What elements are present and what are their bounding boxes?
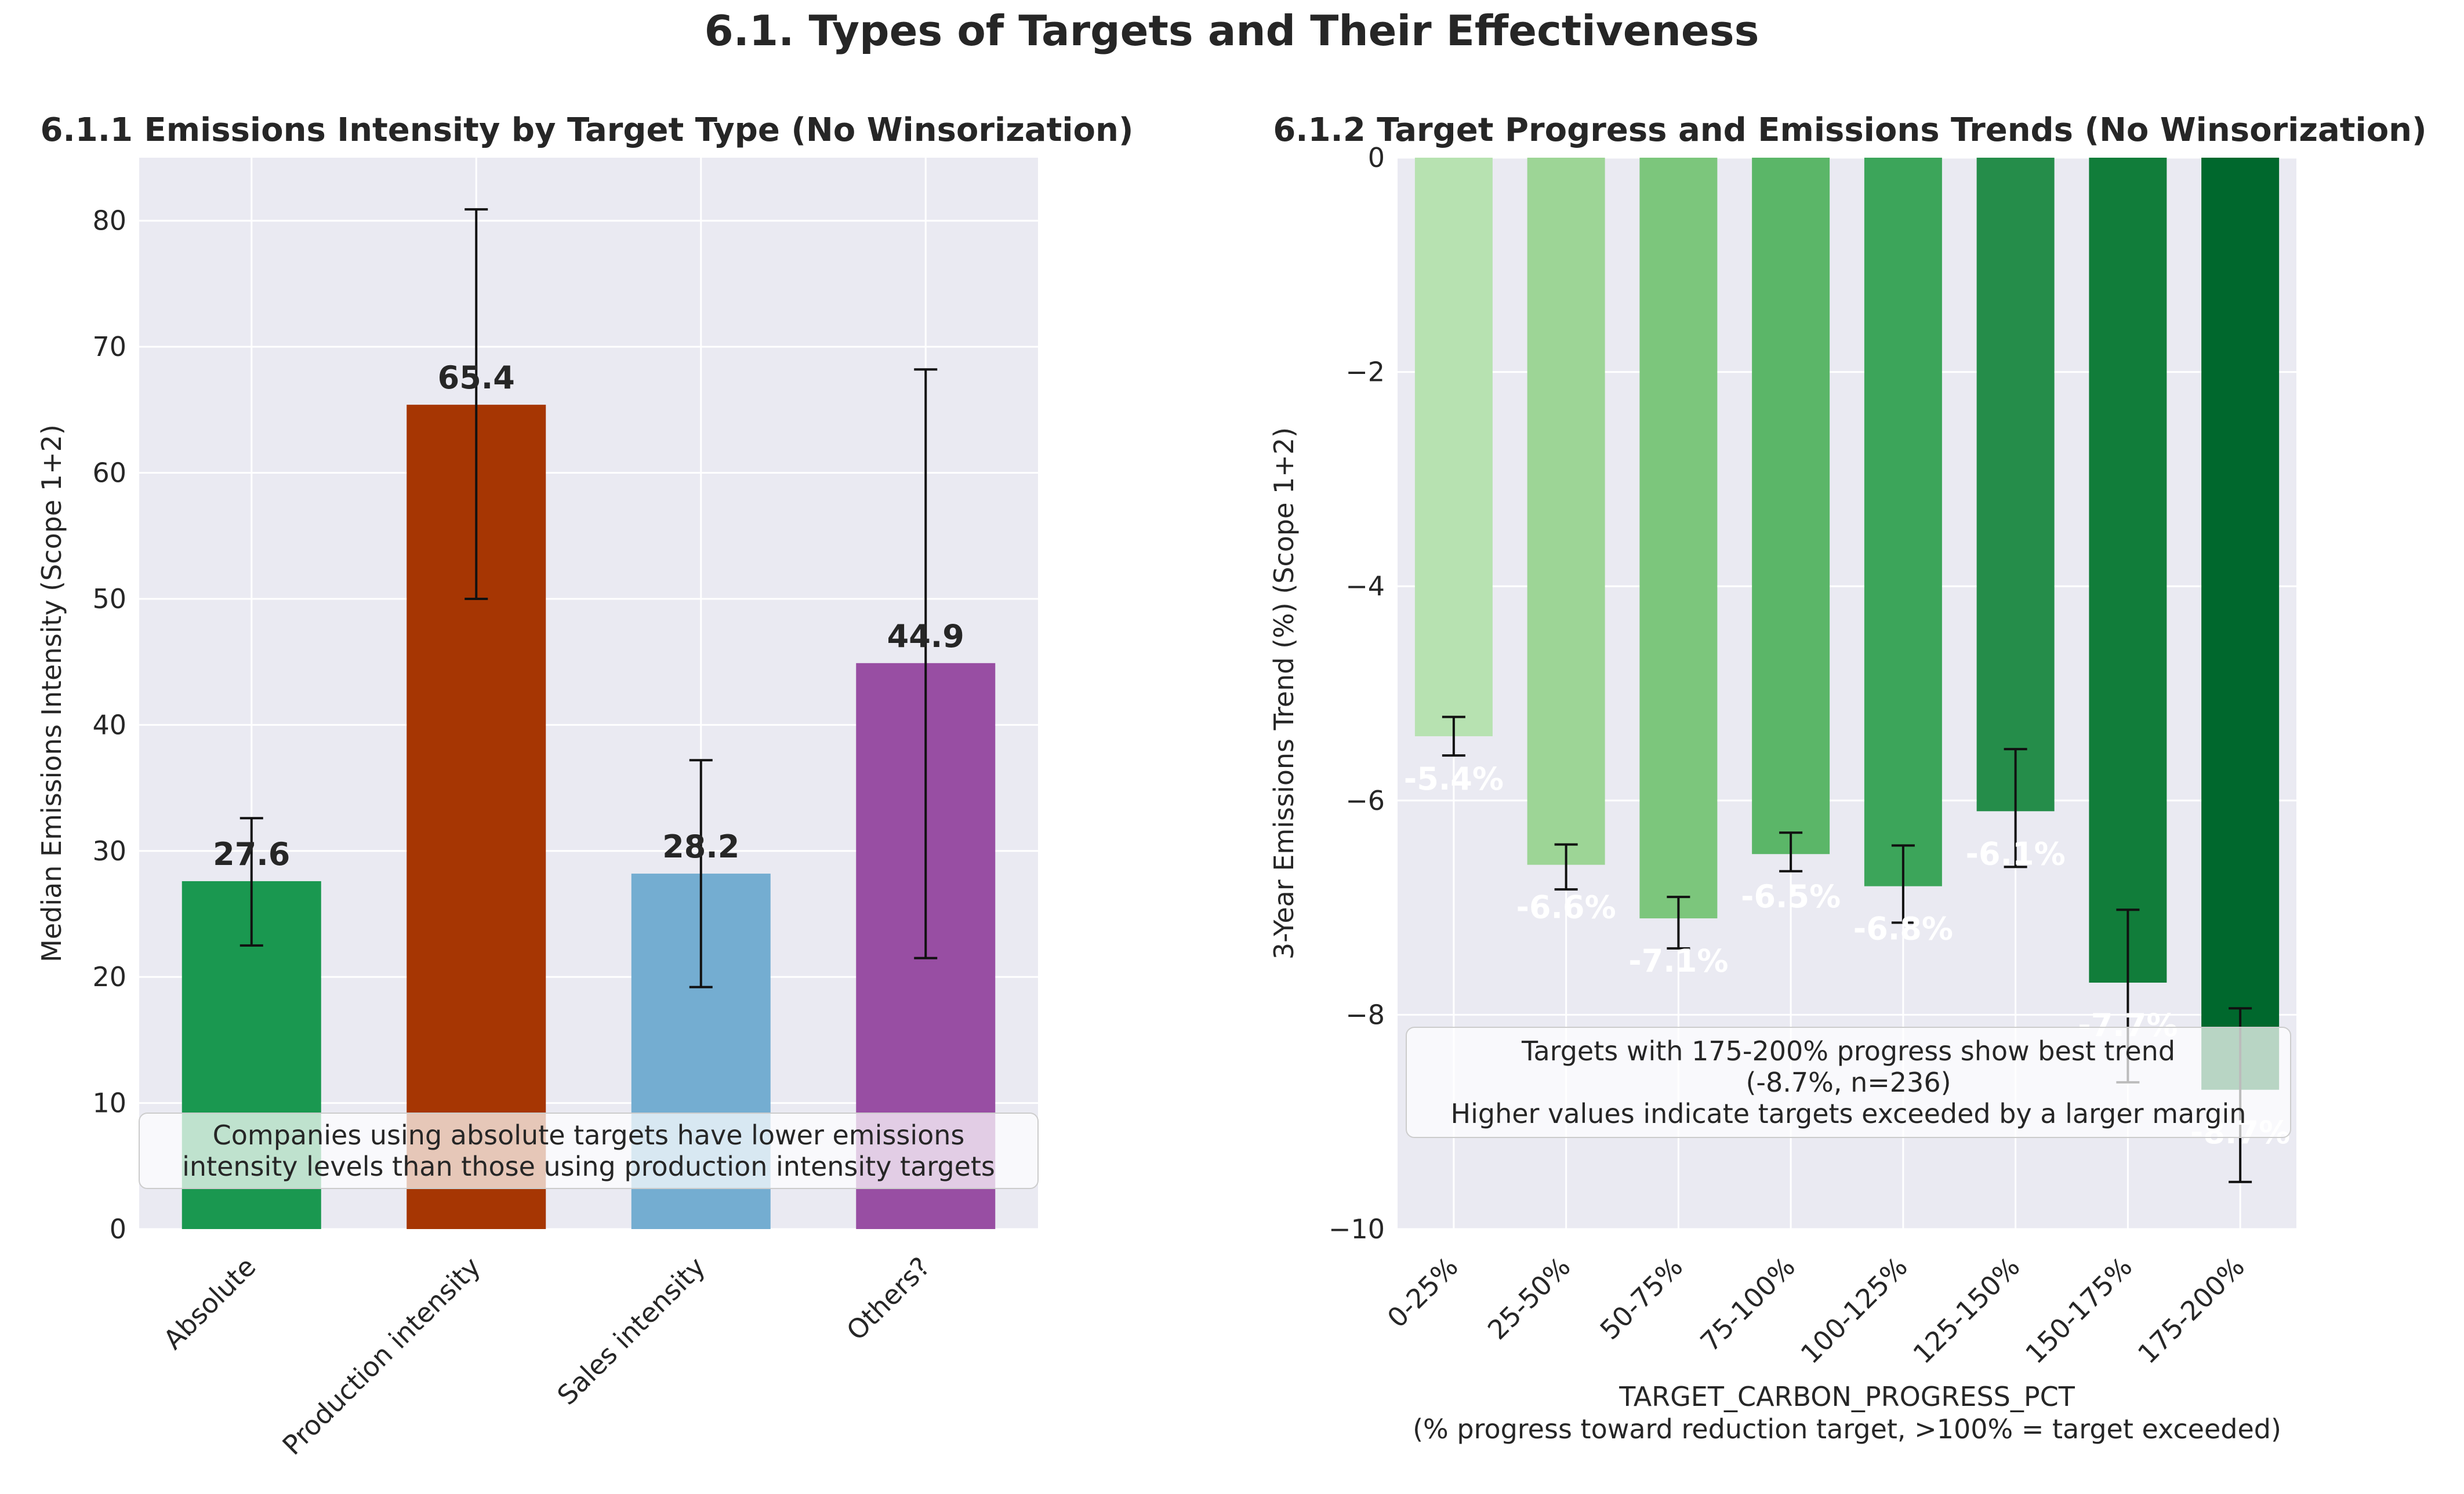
bar: [1414, 158, 1493, 736]
bar: [1639, 158, 1718, 919]
bar: [2089, 158, 2167, 983]
y-tick-label: 50: [92, 583, 126, 615]
annotation-text: Companies using absolute targets have lo…: [213, 1119, 965, 1151]
annotation-box: [1406, 1027, 2291, 1138]
bar: [1864, 158, 1942, 886]
annotation-box: [139, 1113, 1039, 1189]
y-tick-label: 30: [92, 835, 126, 867]
annotation-text: Targets with 175-200% progress show best…: [1521, 1035, 2175, 1067]
y-tick-label: 0: [110, 1213, 126, 1245]
y-tick-label: 60: [92, 457, 126, 489]
bar: [1527, 158, 1605, 865]
y-tick-label: 40: [92, 709, 126, 740]
y-tick-label: 80: [92, 205, 126, 237]
y-axis-label: Median Emissions Intensity (Scope 1+2): [36, 424, 67, 962]
data-label: 65.4: [438, 359, 515, 396]
y-tick-label: 0: [1368, 142, 1385, 173]
data-label: -7.1%: [1628, 943, 1728, 979]
annotation-text: (-8.7%, n=236): [1746, 1067, 1951, 1098]
y-tick-label: −8: [1345, 999, 1385, 1030]
y-tick-label: −6: [1345, 785, 1385, 816]
chart-intensity-by-target-type: 0102030405060708027.665.428.244.9Absolut…: [36, 111, 1133, 1461]
figure-suptitle: 6.1. Types of Targets and Their Effectiv…: [705, 6, 1759, 55]
data-label: -5.4%: [1404, 761, 1504, 797]
data-label: -6.6%: [1516, 889, 1616, 926]
y-tick-label: −10: [1329, 1213, 1385, 1245]
data-label: -6.1%: [1966, 835, 2066, 872]
y-tick-label: −2: [1345, 357, 1385, 388]
annotation-text: Higher values indicate targets exceeded …: [1451, 1098, 2247, 1129]
data-label: 28.2: [662, 828, 739, 865]
chart-title: 6.1.2 Target Progress and Emissions Tren…: [1273, 111, 2426, 149]
x-axis-label: (% progress toward reduction target, >10…: [1413, 1413, 2281, 1445]
y-tick-label: 70: [92, 331, 126, 362]
data-label: -6.5%: [1741, 878, 1841, 915]
x-axis-label: TARGET_CARBON_PROGRESS_PCT: [1619, 1381, 2075, 1412]
y-tick-label: 10: [92, 1088, 126, 1119]
chart-progress-vs-trend: 0 −2 −4 −6 −8 −10 -5.4% -6.6% -7.1% -6.5% -6.8% -6.…: [1268, 111, 2427, 1445]
bar: [2201, 158, 2280, 1090]
data-label: 27.6: [213, 836, 290, 873]
bar: [1752, 158, 1830, 855]
y-tick-label: 20: [92, 961, 126, 993]
data-label: -6.8%: [1853, 911, 1953, 947]
data-label: 44.9: [887, 618, 964, 655]
bar: [1976, 158, 2055, 812]
y-axis-label: 3-Year Emissions Trend (%) (Scope 1+2): [1268, 427, 1300, 959]
y-tick-label: −4: [1345, 570, 1385, 602]
chart-title: 6.1.1 Emissions Intensity by Target Type…: [41, 111, 1134, 149]
annotation-text: intensity levels than those using produc…: [182, 1151, 995, 1182]
